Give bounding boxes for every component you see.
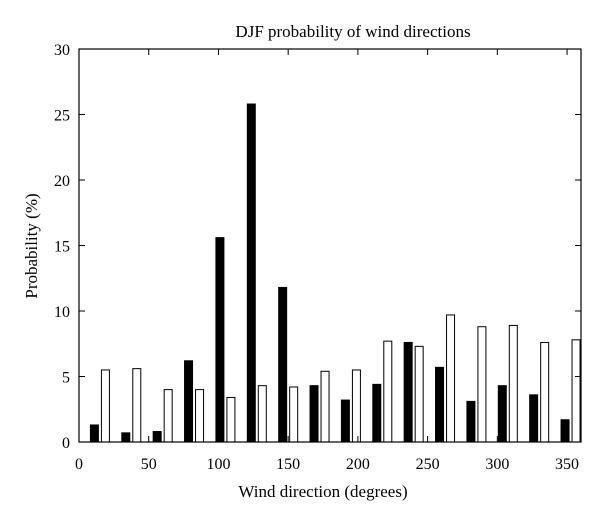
bar-series1-307.5 [497,385,507,443]
bar-series2-240 [414,345,424,443]
y-tick-label-10: 10 [54,304,70,321]
bar-series1-150 [278,286,288,443]
bar-series2-105 [226,396,236,443]
bar-series2-217.5 [383,340,393,443]
y-tick-label-30: 30 [54,42,70,59]
bar-series2-82.5 [195,389,205,443]
y-axis-label: Probability (%) [22,193,41,298]
bar-series1-105 [215,237,225,443]
y-tick-label-0: 0 [62,435,70,452]
bar-series1-217.5 [372,383,382,443]
x-tick-label-350: 350 [555,456,579,473]
bar-series2-285 [477,326,487,443]
chart-title: DJF probability of wind directions [235,22,470,41]
x-tick-label-250: 250 [416,456,440,473]
bar-series1-37.5 [121,432,131,443]
x-tick-label-300: 300 [485,456,509,473]
bar-series2-60 [163,389,173,443]
bar-series1-82.5 [184,360,194,443]
y-tick-label-20: 20 [54,173,70,190]
bar-series2-172.5 [320,370,330,443]
x-tick-label-200: 200 [346,456,370,473]
bar-series1-262.5 [435,366,445,443]
bar-series2-352.5 [571,339,581,443]
bars-layer [89,103,581,443]
bar-series2-15 [100,369,110,443]
x-tick-label-150: 150 [276,456,300,473]
bar-series1-172.5 [309,385,319,443]
bar-series1-127.5 [246,103,256,443]
bar-series2-262.5 [446,314,456,443]
bar-series1-352.5 [560,419,570,443]
x-axis-label: Wind direction (degrees) [238,482,407,501]
bar-series1-330 [529,394,539,443]
bar-series1-195 [340,399,350,443]
bar-series2-37.5 [132,368,142,443]
x-tick-label-100: 100 [206,456,230,473]
bar-series1-240 [403,341,413,443]
y-tick-label-5: 5 [62,370,70,387]
ticks-layer: 0 50 100 150 200 250 300 350 0 5 10 15 20 25 30 [54,42,581,473]
bar-series2-330 [540,341,550,443]
bar-series2-195 [351,369,361,443]
bar-series2-150 [289,386,299,443]
y-tick-label-15: 15 [54,239,70,256]
x-tick-label-50: 50 [141,456,157,473]
bar-series2-127.5 [257,385,267,443]
plot-frame [78,48,582,443]
bar-series2-307.5 [508,324,518,443]
y-tick-label-25: 25 [54,108,70,125]
bar-series1-60 [152,431,162,443]
bar-series1-285 [466,400,476,443]
bar-series1-15 [89,424,99,443]
x-tick-label-0: 0 [75,456,83,473]
